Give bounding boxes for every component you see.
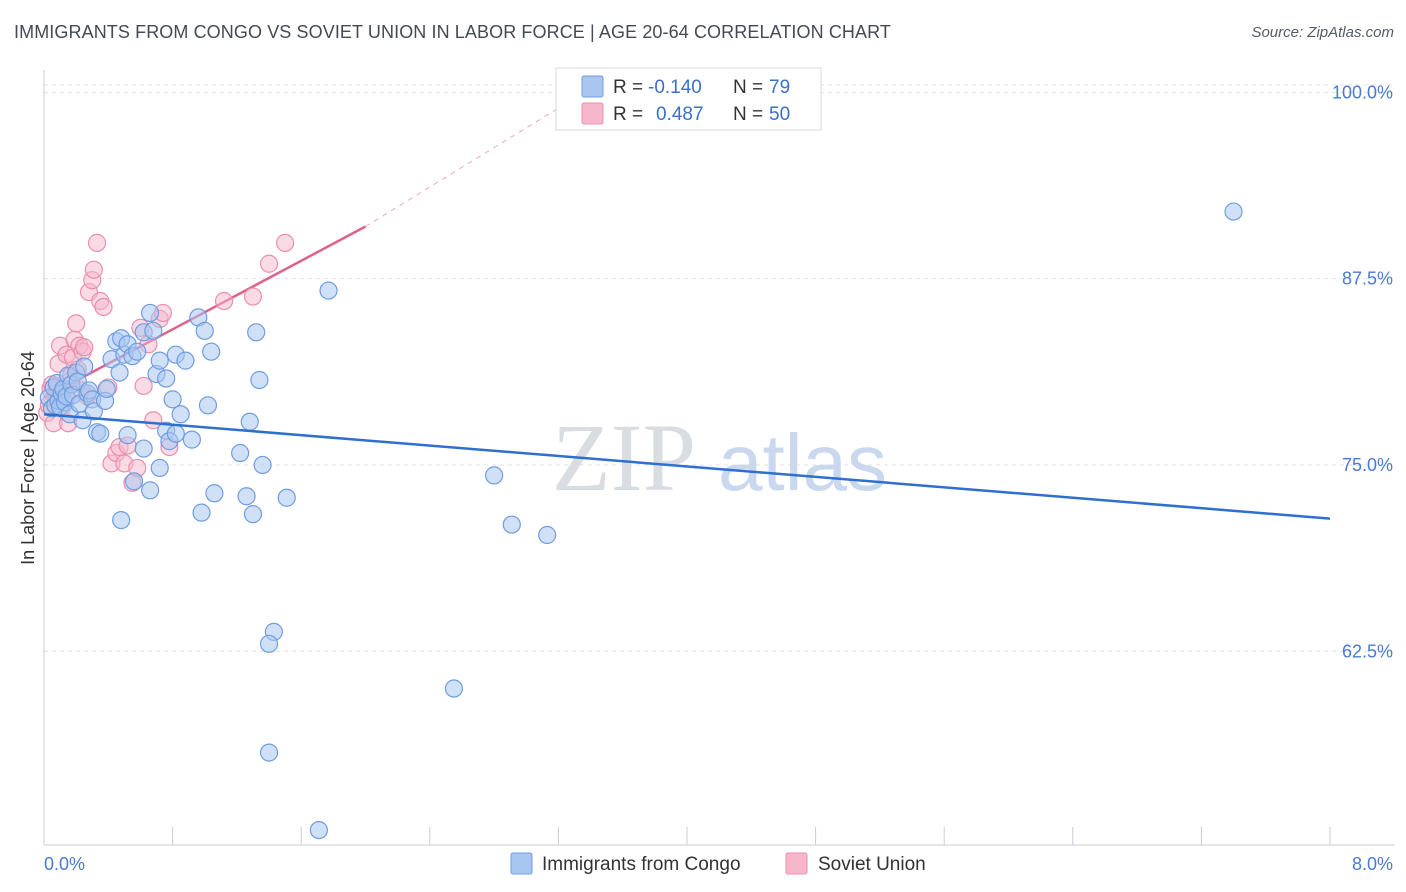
legend: R = -0.140 N = 79 R = 0.487 N = 50 — [555, 67, 822, 131]
bottom-legend-swatch-congo — [510, 852, 533, 875]
soviet-point-49 — [276, 233, 295, 252]
congo-point-79 — [309, 820, 328, 840]
congo-point-72 — [502, 515, 521, 534]
soviet-point-27 — [84, 260, 103, 279]
congo-point-67 — [247, 323, 266, 342]
congo-point-40 — [150, 351, 169, 370]
congo-point-78 — [259, 743, 279, 762]
congo-point-61 — [112, 510, 131, 530]
congo-point-23 — [84, 402, 103, 421]
congo-point-64 — [243, 505, 263, 524]
tick-labels: 62.5% 75.0% 87.5% 100.0% 0.0% 8.0% — [44, 82, 1393, 874]
watermark-atlas: atlas — [718, 418, 887, 507]
axes — [43, 70, 1395, 846]
congo-point-25 — [91, 424, 110, 443]
congo-point-45 — [176, 351, 195, 370]
soviet-point-40 — [134, 376, 153, 396]
y-tick-label-0: 62.5% — [1342, 641, 1393, 661]
legend-r-value-soviet: 0.487 — [656, 104, 704, 125]
x-tick-label-1: 8.0% — [1352, 854, 1393, 874]
congo-point-77 — [444, 679, 464, 698]
congo-point-50 — [202, 342, 221, 361]
congo-point-30 — [110, 363, 129, 382]
congo-point-27 — [97, 379, 116, 399]
y-axis-title: In Labor Force | Age 20-64 — [18, 351, 38, 565]
congo-point-59 — [205, 484, 224, 503]
congo-point-65 — [253, 455, 272, 475]
congo-point-76 — [259, 634, 279, 653]
congo-trend-line — [43, 413, 1331, 520]
congo-point-52 — [134, 439, 153, 458]
legend-n-label-soviet: N = — [733, 104, 763, 125]
congo-point-44 — [171, 405, 190, 424]
congo-point-46 — [182, 430, 201, 449]
bottom-legend-label-soviet: Soviet Union — [818, 854, 926, 875]
congo-trend — [43, 413, 1331, 520]
congo-point-58 — [166, 424, 185, 443]
congo-point-53 — [124, 472, 144, 491]
legend-r-value-congo: -0.140 — [648, 77, 702, 98]
legend-n-label-congo: N = — [733, 77, 763, 98]
chart-source: Source: ZipAtlas.com — [1251, 24, 1394, 41]
soviet-point-47 — [243, 287, 263, 306]
legend-r-label-congo: R = — [613, 77, 643, 98]
congo-point-74 — [1224, 202, 1243, 221]
congo-point-51 — [118, 426, 137, 445]
soviet-trend-dashed — [365, 97, 575, 227]
soviet-point-28 — [87, 233, 107, 252]
watermark: ZIP atlas — [552, 404, 887, 511]
grid-lines — [44, 84, 1395, 652]
congo-point-55 — [150, 458, 169, 478]
congo-point-70 — [319, 281, 338, 300]
congo-point-71 — [485, 466, 504, 485]
congo-point-48 — [195, 321, 214, 340]
legend-n-value-soviet: 50 — [769, 104, 790, 125]
soviet-point-30 — [94, 297, 113, 317]
legend-swatch-soviet — [581, 102, 604, 125]
soviet-point-23 — [75, 338, 94, 357]
congo-point-19 — [75, 357, 94, 376]
soviet-point-48 — [259, 254, 279, 273]
y-tick-label-3: 100.0% — [1332, 82, 1393, 102]
congo-point-68 — [250, 370, 269, 390]
soviet-point-46 — [214, 291, 234, 311]
bottom-legend-label-congo: Immigrants from Congo — [542, 854, 741, 875]
chart-title: IMMIGRANTS FROM CONGO VS SOVIET UNION IN… — [14, 22, 892, 42]
soviet-point-18 — [67, 314, 86, 333]
congo-point-54 — [140, 481, 160, 500]
congo-point-35 — [128, 342, 147, 361]
y-tick-label-1: 75.0% — [1342, 455, 1393, 475]
legend-n-value-congo: 79 — [769, 77, 790, 98]
congo-point-41 — [157, 369, 176, 388]
congo-point-63 — [237, 487, 256, 506]
congo-point-66 — [240, 412, 259, 431]
congo-point-73 — [538, 525, 557, 545]
congo-point-37 — [140, 303, 160, 323]
congo-point-49 — [198, 396, 218, 415]
bottom-legend-swatch-soviet — [785, 852, 808, 875]
congo-point-62 — [231, 443, 250, 463]
congo-point-42 — [163, 390, 182, 409]
bottom-legend: Immigrants from Congo Soviet Union — [510, 852, 926, 875]
congo-point-69 — [277, 488, 296, 507]
y-tick-label-2: 87.5% — [1342, 269, 1393, 289]
legend-r-label-soviet: R = — [613, 104, 643, 125]
x-tick-label-0: 0.0% — [44, 854, 85, 874]
congo-points — [39, 202, 1243, 840]
legend-swatch-congo — [581, 75, 604, 98]
congo-point-60 — [192, 503, 211, 522]
congo-point-38 — [144, 321, 163, 340]
